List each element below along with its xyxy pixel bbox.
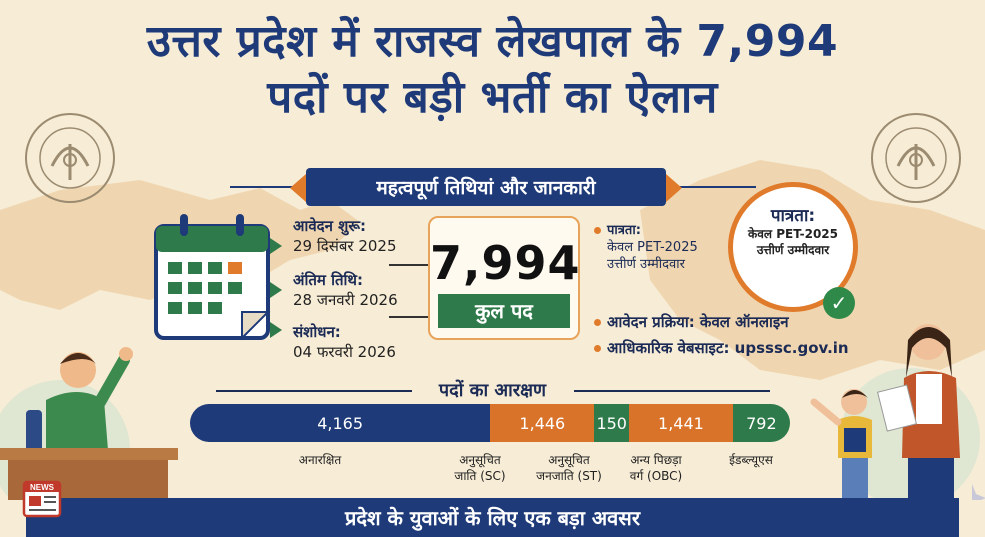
info-website: आधिकारिक वेबसाइट: upsssc.gov.in (594, 338, 849, 358)
segment-ews: 792 (732, 404, 790, 442)
bullet-icon (594, 227, 601, 234)
footer-text: प्रदेश के युवाओं के लिए एक बड़ा अवसर (344, 506, 641, 530)
reservation-title-text: पदों का आरक्षण (438, 380, 547, 401)
segment-value: 792 (746, 413, 777, 433)
up-govt-seal-left (25, 113, 115, 203)
category-label-obc: अन्य पिछड़ा वर्ग (OBC) (629, 453, 683, 483)
ribbon-label: महत्वपूर्ण तिथियां और जानकारी (376, 177, 596, 199)
headline-line2: पदों पर बड़ी भर्ती का ऐलान (267, 72, 718, 123)
total-posts-number: 7,994 (430, 236, 581, 290)
category-label-st: अनुसूचित जनजाति (ST) (536, 453, 602, 483)
category-label-unreserved: अनारक्षित (298, 453, 342, 467)
footer-banner: प्रदेश के युवाओं के लिए एक बड़ा अवसर (26, 498, 959, 537)
man-at-desk-illustration (0, 347, 178, 500)
date-application-start: आवेदन शुरू: 29 दिसंबर 2025 (293, 216, 453, 256)
segment-value: 150 (596, 413, 627, 433)
date-label: संशोधन: (293, 323, 341, 341)
info-process: आवेदन प्रक्रिया: केवल ऑनलाइन (594, 312, 789, 332)
bullet-icon (594, 319, 601, 326)
date-correction: संशोधन: 04 फरवरी 2026 (293, 322, 453, 362)
info-eligibility: पात्रता: केवल PET-2025 उत्तीर्ण उम्मीदवा… (594, 222, 698, 273)
segment-unreserved: 4,165 (190, 404, 491, 442)
reservation-rule-right (574, 390, 770, 392)
total-posts-label: कुल पद (438, 294, 570, 328)
segment-sc: 1,446 (490, 404, 595, 442)
segment-st: 150 (594, 404, 629, 442)
category-label-sc: अनुसूचित जाति (SC) (454, 453, 506, 483)
eligibility-line1: केवल PET-2025 (607, 240, 698, 255)
headline-line1: उत्तर प्रदेश में राजस्व लेखपाल के 7,994 (146, 16, 839, 67)
process-text: आवेदन प्रक्रिया: केवल ऑनलाइन (607, 313, 789, 331)
ribbon-rule-left (230, 186, 306, 188)
newspaper-icon: NEWS (22, 480, 62, 518)
total-posts-card: 7,994 कुल पद (428, 216, 580, 340)
check-icon: ✓ (823, 287, 855, 319)
bullet-icon (594, 345, 601, 352)
date-last-date: अंतिम तिथि: 28 जनवरी 2026 (293, 270, 453, 310)
segment-obc: 1,441 (629, 404, 733, 442)
calendar-icon (154, 214, 282, 341)
date-value: 28 जनवरी 2026 (293, 291, 398, 309)
segment-value: 1,441 (658, 413, 704, 433)
date-value: 29 दिसंबर 2025 (293, 237, 397, 255)
date-label: आवेदन शुरू: (293, 217, 367, 235)
ribbon-rule-right (666, 186, 756, 188)
reservation-title: पदों का आरक्षण (0, 378, 985, 402)
eligibility-badge-line1: केवल PET-2025 (748, 227, 838, 241)
reservation-bar: 4,165 1,446 150 1,441 792 (190, 404, 790, 442)
section-ribbon: महत्वपूर्ण तिथियां और जानकारी (290, 168, 682, 206)
eligibility-badge-title: पात्रता: (770, 206, 816, 226)
date-label: अंतिम तिथि: (293, 271, 363, 289)
eligibility-label: पात्रता: (607, 223, 641, 238)
reservation-rule-left (216, 390, 412, 392)
eligibility-badge-line2: उत्तीर्ण उम्मीदवार (756, 243, 830, 257)
website-text: आधिकारिक वेबसाइट: upsssc.gov.in (607, 339, 849, 357)
segment-value: 4,165 (317, 413, 364, 433)
segment-value: 1,446 (519, 413, 566, 433)
date-value: 04 फरवरी 2026 (293, 343, 396, 361)
ribbon-tail-right (666, 174, 682, 202)
ribbon-tail-left (290, 174, 306, 202)
eligibility-line2: उत्तीर्ण उम्मीदवार (607, 257, 685, 272)
category-label-ews: ईडब्ल्यूएस (729, 453, 773, 467)
teacher-and-student-illustration (810, 324, 985, 500)
headline: उत्तर प्रदेश में राजस्व लेखपाल के 7,994 … (0, 14, 985, 126)
eligibility-badge: पात्रता: केवल PET-2025 उत्तीर्ण उम्मीदवा… (728, 182, 858, 319)
up-govt-seal-right (871, 113, 961, 203)
news-label: NEWS (30, 483, 55, 492)
